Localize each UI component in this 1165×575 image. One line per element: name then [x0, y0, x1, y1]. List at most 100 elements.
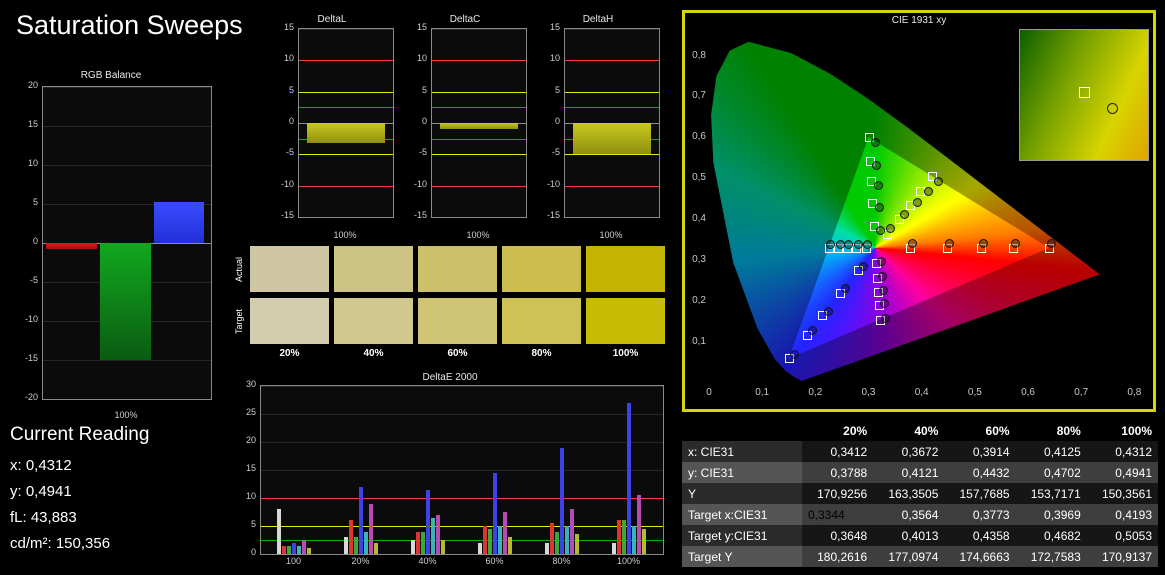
table-cell[interactable]: 0,4702 — [1015, 462, 1087, 483]
table-cell[interactable]: 170,9137 — [1086, 546, 1158, 567]
deltae-bar-cyan — [565, 526, 569, 554]
rgb-balance-x-label: 100% — [114, 410, 138, 420]
table-cell[interactable]: 172,7583 — [1015, 546, 1087, 567]
table-cell[interactable]: 153,7171 — [1015, 483, 1087, 504]
measured-marker-green — [871, 160, 881, 170]
gridline — [261, 414, 663, 415]
table-cell[interactable]: 150,3561 — [1086, 483, 1158, 504]
target-marker-blue — [802, 331, 812, 341]
table-cell[interactable]: 0,3672 — [873, 441, 945, 462]
current-reading-cdm2: cd/m²: 150,356 — [10, 535, 111, 552]
measured-marker-blue — [859, 261, 869, 271]
table-cell[interactable]: 0,4312 — [1086, 441, 1158, 462]
measured-marker-red — [1047, 239, 1057, 249]
measured-marker-magenta — [880, 313, 890, 323]
measured-marker-yellow — [934, 176, 944, 186]
deltae-bar-red — [617, 520, 621, 554]
current-reading: Current Reading x: 0,4312 y: 0,4941 fL: … — [10, 424, 149, 561]
reference-line — [299, 91, 393, 93]
cie-y-tick-label: 0,3 — [692, 254, 706, 266]
reference-line — [565, 91, 659, 93]
table-row: Y 170,9256 163,3505 157,7685 153,7171 150,356… — [682, 483, 1158, 504]
table-cell[interactable]: 0,3564 — [873, 504, 945, 525]
delta-l-chart: DeltaL 100% 15 10 5 0 -5 -10 -15 — [268, 14, 396, 242]
cie-x-tick-label: 0,6 — [1021, 387, 1035, 398]
deltae-bar-cyan — [498, 526, 502, 554]
table-cell[interactable]: 170,9256 — [802, 483, 874, 504]
inset-measured-marker — [1107, 102, 1119, 114]
table-cell[interactable]: 180,2616 — [802, 546, 874, 567]
gridline — [432, 217, 526, 218]
reference-line — [565, 185, 659, 187]
swatch-column-labels: 20% 40% 60% 80% 100% — [250, 348, 665, 359]
gridline — [43, 165, 211, 166]
table-cell[interactable]: 0,4013 — [873, 525, 945, 546]
target-marker-yellow — [894, 214, 904, 224]
table-cell[interactable]: 0,4941 — [1086, 462, 1158, 483]
table-cell[interactable]: 0,3344 — [802, 504, 874, 525]
table-cell[interactable]: 0,3969 — [1015, 504, 1087, 525]
y-tick-label: -10 — [24, 314, 38, 324]
table-cell[interactable]: 0,4432 — [944, 462, 1016, 483]
deltae-bar-cyan — [431, 517, 435, 554]
reference-line — [299, 60, 393, 62]
measured-marker-red — [1010, 239, 1020, 249]
swatch-column-label: 100% — [612, 348, 639, 359]
reference-line — [565, 154, 659, 156]
cie-x-tick-label: 0,3 — [861, 387, 876, 398]
measured-marker-red — [979, 239, 989, 249]
swatch-actual-20% — [250, 246, 329, 292]
deltae-bar-white — [612, 542, 616, 554]
y-tick-label: 20 — [245, 435, 256, 445]
table-cell[interactable]: 0,5053 — [1086, 525, 1158, 546]
table-cell[interactable]: 0,4193 — [1086, 504, 1158, 525]
bar-green — [100, 243, 151, 360]
y-tick-label: 0 — [421, 116, 427, 126]
table-cell[interactable]: 0,3648 — [802, 525, 874, 546]
color-comparison-panel: Actual Target 20% 40% 60% 80% 100% — [232, 238, 668, 366]
reference-line — [565, 107, 659, 109]
x-tick-label: 40% — [418, 556, 437, 566]
table-cell[interactable]: 0,4125 — [1015, 441, 1087, 462]
table-cell[interactable]: 0,4682 — [1015, 525, 1087, 546]
reference-line — [432, 154, 526, 156]
measured-marker-blue — [808, 326, 818, 336]
cie-y-tick-label: 0,7 — [692, 90, 706, 102]
measured-marker-cyan — [844, 240, 854, 250]
deltae-bar-yellow — [307, 548, 311, 554]
cie-x-tick-label: 0,7 — [1074, 387, 1089, 398]
y-tick-label: -15 — [280, 210, 294, 220]
gridline — [43, 87, 211, 88]
cie-zoom-inset — [1019, 29, 1149, 161]
swatch-target-100% — [586, 298, 665, 344]
table-cell[interactable]: 0,3412 — [802, 441, 874, 462]
current-reading-x: x: 0,4312 — [10, 457, 72, 474]
table-cell[interactable]: 157,7685 — [944, 483, 1016, 504]
y-tick-label: 10 — [416, 53, 427, 64]
column-header: 40% — [873, 420, 945, 441]
y-tick-label: 5 — [554, 84, 560, 95]
measured-marker-magenta — [877, 256, 887, 266]
table-cell[interactable]: 0,3788 — [802, 462, 874, 483]
swatch-column-label: 80% — [531, 348, 552, 359]
current-reading-heading: Current Reading — [10, 424, 150, 445]
gridline — [299, 217, 393, 218]
deltae-bar-cyan — [364, 531, 368, 554]
y-tick-label: -5 — [551, 147, 560, 158]
table-cell[interactable]: 163,3505 — [873, 483, 945, 504]
x-tick-label: 80% — [552, 556, 571, 566]
gridline — [261, 554, 663, 555]
table-cell[interactable]: 177,0974 — [873, 546, 945, 567]
table-cell[interactable]: 0,4121 — [873, 462, 945, 483]
delta-e-plot — [260, 385, 664, 555]
cie-x-tick-label: 0 — [706, 387, 712, 398]
table-cell[interactable]: 0,3914 — [944, 441, 1016, 462]
y-tick-label: -5 — [285, 147, 294, 158]
table-cell[interactable]: 0,4358 — [944, 525, 1016, 546]
table-cell[interactable]: 174,6663 — [944, 546, 1016, 567]
table-cell[interactable]: 0,3773 — [944, 504, 1016, 525]
row-label: x: CIE31 — [682, 441, 802, 462]
gridline — [43, 399, 211, 400]
reference-line — [299, 185, 393, 187]
row-label: y: CIE31 — [682, 462, 802, 483]
